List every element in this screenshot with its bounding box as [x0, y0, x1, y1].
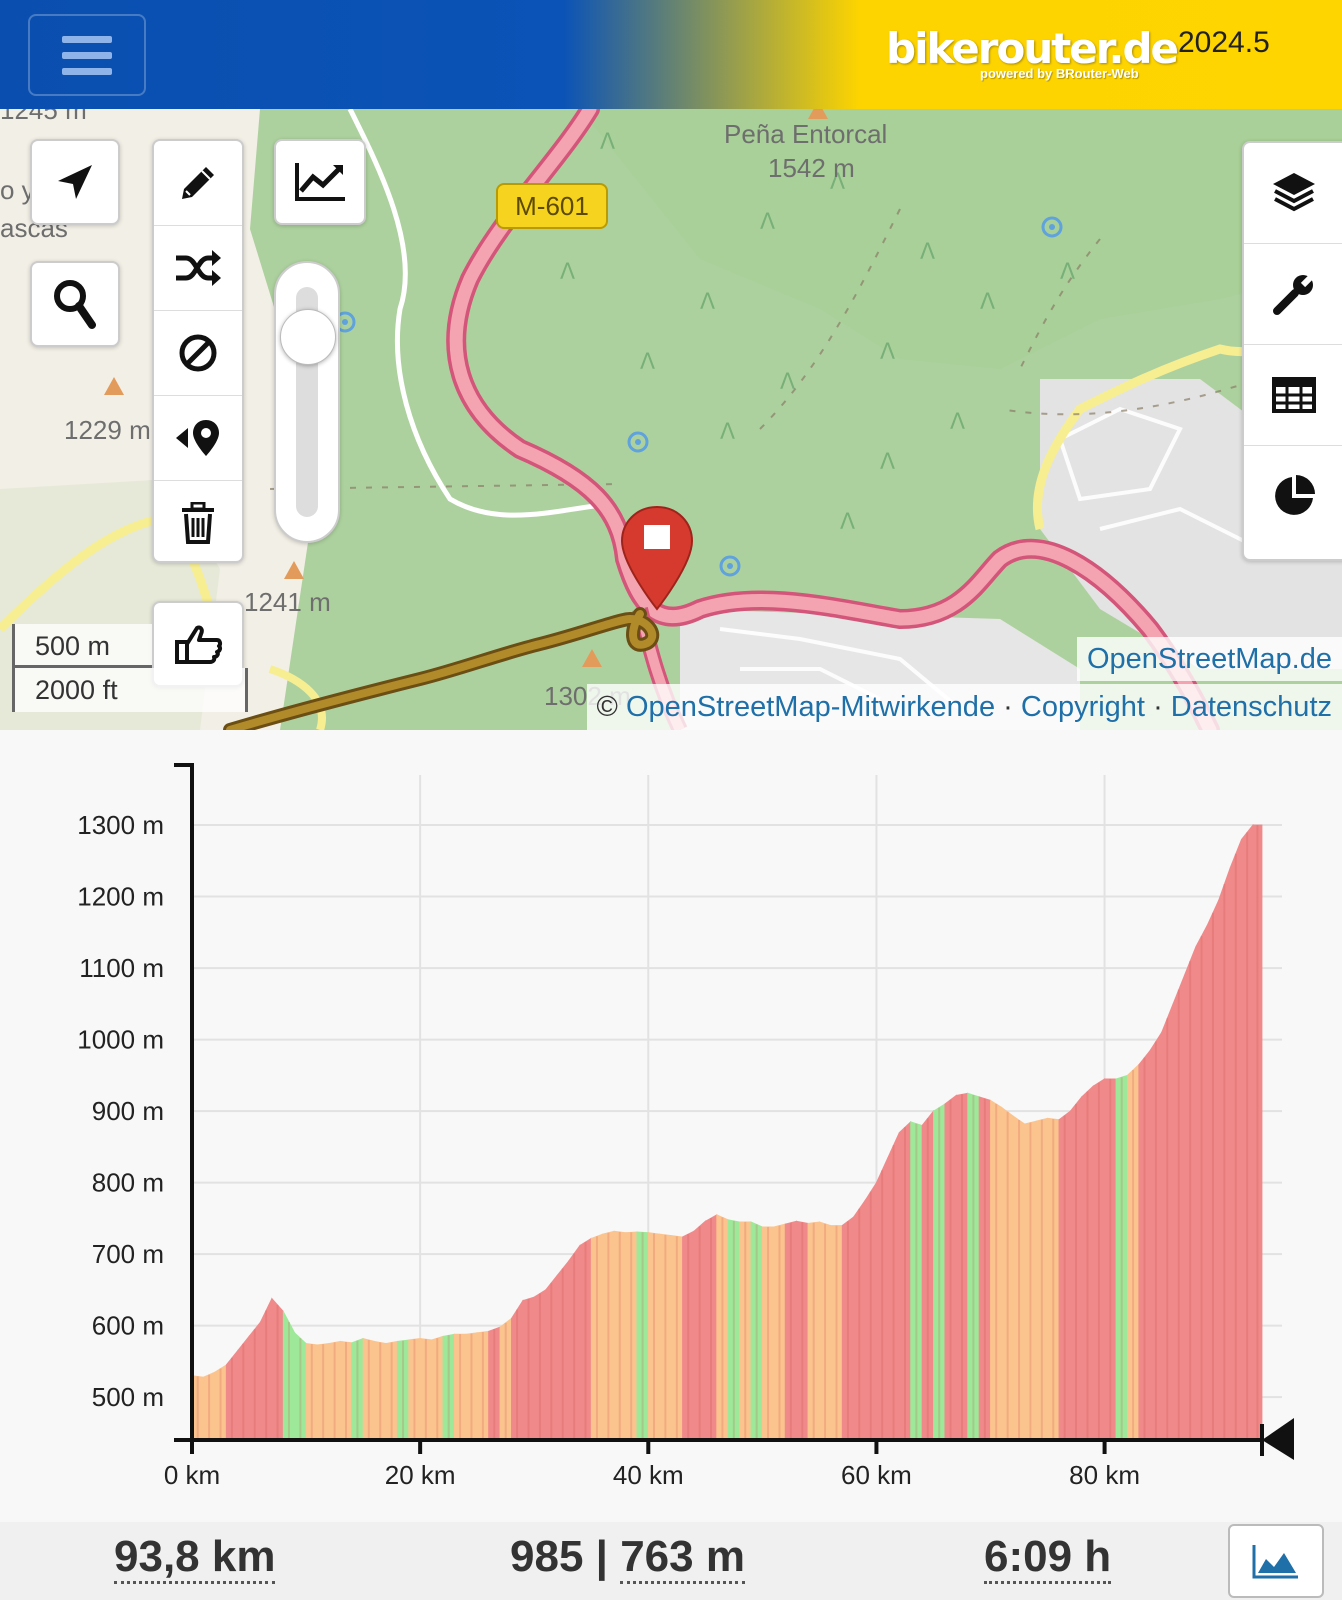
x-tick-label: 40 km: [613, 1460, 684, 1490]
elevation-chart-button[interactable]: [1228, 1524, 1324, 1598]
osm-contributors-link[interactable]: OpenStreetMap-Mitwirkende: [625, 691, 996, 723]
layers-icon: [1273, 173, 1315, 212]
end-marker: [1262, 1418, 1294, 1460]
x-tick-label: 0 km: [164, 1460, 220, 1490]
map-label-1241: 1241 m: [244, 587, 331, 617]
map-label-place-1: o y: [0, 175, 35, 205]
map-attribution: © OpenStreetMap-Mitwirkende · Copyright …: [586, 684, 1342, 730]
y-tick-label: 1300 m: [77, 810, 164, 840]
reverse-route-icon: [176, 420, 219, 456]
route-summary: 93,8 km 985 | 763 m 6:09 h: [0, 1522, 1342, 1600]
y-tick-label: 800 m: [92, 1168, 164, 1198]
elevation-chart-icon: [1252, 1545, 1298, 1579]
chart-line-icon: [295, 163, 345, 201]
svg-text:Λ: Λ: [980, 290, 995, 315]
reverse-route-button[interactable]: [154, 396, 242, 481]
locate-button[interactable]: [30, 139, 120, 225]
y-tick-label: 1000 m: [77, 1025, 164, 1055]
svg-text:Λ: Λ: [640, 350, 655, 375]
route-marker[interactable]: [620, 505, 694, 611]
delete-route-button[interactable]: [154, 481, 242, 565]
shuffle-route-button[interactable]: [154, 226, 242, 311]
search-icon: [54, 280, 96, 329]
brand-title: bikerouter.de: [886, 24, 1179, 73]
layer-attribution-link[interactable]: OpenStreetMap.de: [1076, 637, 1342, 681]
svg-text:Λ: Λ: [830, 170, 845, 195]
brand-subtitle: powered by BRouter-Web: [980, 66, 1139, 81]
settings-button[interactable]: [1244, 244, 1342, 345]
svg-text:Λ: Λ: [700, 290, 715, 315]
opacity-slider[interactable]: [274, 261, 340, 543]
y-tick-label: 1100 m: [79, 953, 164, 983]
road-shield: M-601: [496, 183, 608, 229]
scale-imperial: 2000 ft: [12, 668, 248, 712]
menu-button[interactable]: [28, 14, 146, 96]
svg-text:Λ: Λ: [1060, 260, 1075, 285]
pencil-icon: [182, 167, 214, 199]
y-tick-label: 600 m: [92, 1311, 164, 1341]
svg-text:Λ: Λ: [920, 240, 935, 265]
summary-ascent-descent: 985 | 763 m: [510, 1532, 745, 1584]
map-label-1229: 1229 m: [64, 415, 151, 445]
wrench-icon: [1273, 271, 1317, 315]
elevation-chart[interactable]: 500 m 600 m 700 m 800 m 900 m 1000 m 1100 m 120…: [0, 730, 1342, 1520]
slider-thumb[interactable]: [280, 309, 336, 365]
data-table-button[interactable]: [1244, 345, 1342, 446]
svg-text:Λ: Λ: [880, 340, 895, 365]
svg-text:Λ: Λ: [760, 210, 775, 235]
x-tick-label: 80 km: [1069, 1460, 1140, 1490]
svg-text:Λ: Λ: [950, 410, 965, 435]
brand-logo[interactable]: bikerouter.de powered by BRouter-Web: [886, 22, 1179, 92]
draw-route-button[interactable]: [154, 141, 242, 226]
svg-text:Λ: Λ: [780, 370, 795, 395]
elevation-chart-svg: 500 m 600 m 700 m 800 m 900 m 1000 m 1100 m 120…: [77, 763, 1294, 1490]
x-tick-label: 20 km: [385, 1460, 456, 1490]
summary-time: 6:09 h: [984, 1532, 1112, 1584]
hamburger-icon: [62, 35, 112, 43]
y-tick-label: 500 m: [92, 1382, 164, 1412]
map-label-peak-name: Peña Entorcal: [724, 119, 888, 149]
svg-text:Λ: Λ: [560, 260, 575, 285]
map-label-peak-elevation: 1542 m: [768, 153, 855, 183]
copyright-link[interactable]: Copyright: [1020, 691, 1145, 723]
locate-icon: [58, 165, 92, 199]
layers-button[interactable]: [1244, 143, 1342, 244]
y-axis: [174, 763, 194, 1440]
svg-text:Λ: Λ: [840, 510, 855, 535]
draw-toolbar: [152, 139, 244, 563]
svg-text:Λ: Λ: [600, 130, 615, 155]
pie-chart-icon: [1275, 475, 1315, 515]
y-tick-label: 700 m: [92, 1239, 164, 1269]
svg-text:Λ: Λ: [880, 450, 895, 475]
elevation-toggle-button[interactable]: [274, 139, 366, 225]
svg-text:Λ: Λ: [720, 420, 735, 445]
search-button[interactable]: [30, 261, 120, 347]
app-header: bikerouter.de powered by BRouter-Web 202…: [0, 0, 1342, 109]
y-tick-label: 900 m: [92, 1096, 164, 1126]
y-tick-label: 1200 m: [77, 882, 164, 912]
map-label-elevation-top: 1245 m: [0, 109, 87, 125]
thumbs-up-icon: [175, 625, 223, 664]
trash-icon: [182, 502, 214, 544]
version-label: 2024.5: [1178, 26, 1270, 59]
right-toolbar: [1242, 141, 1342, 561]
no-go-area-button[interactable]: [154, 311, 242, 396]
scale-metric: 500 m: [12, 624, 152, 668]
shuffle-icon: [176, 250, 221, 286]
summary-distance: 93,8 km: [114, 1532, 276, 1584]
table-icon: [1272, 377, 1316, 413]
no-go-icon: [179, 334, 217, 372]
map-scale: 500 m 2000 ft: [12, 624, 248, 712]
privacy-link[interactable]: Datenschutz: [1170, 691, 1332, 723]
x-tick-label: 60 km: [841, 1460, 912, 1490]
analysis-button[interactable]: [1244, 446, 1342, 546]
